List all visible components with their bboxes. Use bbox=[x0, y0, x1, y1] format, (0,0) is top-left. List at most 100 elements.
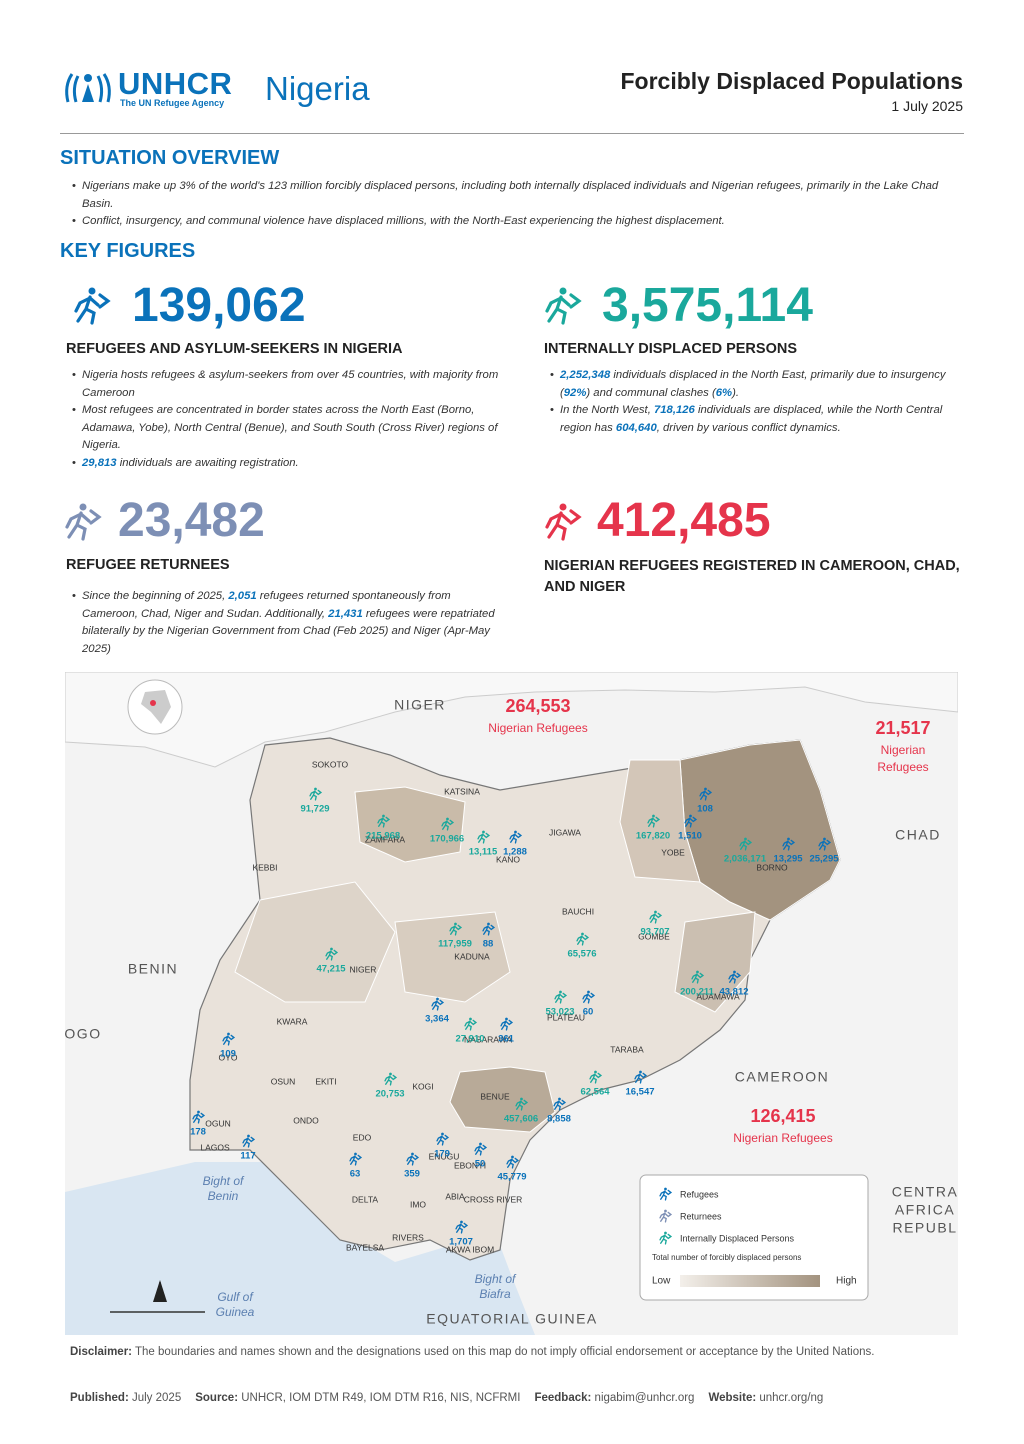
person-icon bbox=[782, 837, 796, 851]
icon-body bbox=[431, 999, 445, 1011]
country-label: CAMEROON bbox=[735, 1069, 829, 1085]
callout-caption: Nigerian Refugees bbox=[488, 721, 587, 735]
icon-body bbox=[728, 972, 742, 984]
state-figure: 13,295 bbox=[773, 854, 803, 865]
figure-icon bbox=[70, 285, 114, 330]
icon-head bbox=[514, 830, 517, 834]
bullet: Most refugees are concentrated in border… bbox=[72, 402, 502, 455]
person-icon bbox=[431, 997, 445, 1011]
country-label: REPUBL bbox=[892, 1220, 957, 1236]
icon-body bbox=[384, 1074, 398, 1086]
icon-head bbox=[354, 1152, 357, 1156]
icon-head bbox=[469, 1017, 472, 1021]
icon-body bbox=[464, 1019, 478, 1031]
icon-body bbox=[659, 1211, 673, 1223]
person-icon bbox=[325, 947, 339, 961]
person-icon bbox=[659, 1209, 673, 1223]
person-icon bbox=[500, 1017, 514, 1031]
icon-head bbox=[314, 787, 317, 791]
logo-icon bbox=[65, 73, 111, 103]
bullet: 2,252,348 individuals displaced in the N… bbox=[550, 367, 970, 402]
icon-body bbox=[739, 839, 753, 851]
person-icon bbox=[309, 787, 323, 801]
state-figure: 457,606 bbox=[504, 1114, 538, 1125]
bullet-text: In the North West, bbox=[560, 404, 654, 416]
person-icon bbox=[509, 830, 523, 844]
icon-body bbox=[377, 816, 391, 828]
icon-head bbox=[247, 1134, 250, 1138]
icon-body bbox=[325, 949, 339, 961]
person-icon bbox=[436, 1132, 450, 1146]
section-heading: SITUATION OVERVIEW bbox=[60, 147, 280, 169]
state-figure: 47,215 bbox=[316, 964, 346, 975]
state-figure: 3,364 bbox=[425, 1014, 449, 1025]
country-label: CENTRA bbox=[892, 1184, 958, 1200]
legend bbox=[639, 1174, 869, 1301]
highlight-number: 2,252,348 bbox=[560, 369, 611, 381]
section-heading: KEY FIGURES bbox=[60, 240, 196, 262]
icon-body bbox=[474, 1144, 488, 1156]
legend-title: Total number of forcibly displaced perso… bbox=[652, 1253, 801, 1262]
person-icon bbox=[506, 1155, 520, 1169]
icon-body bbox=[553, 1099, 567, 1111]
bullet-text: individuals are awaiting registration. bbox=[116, 456, 299, 469]
icon-head bbox=[581, 932, 584, 936]
state-figure: 179 bbox=[434, 1149, 450, 1160]
icon-head bbox=[197, 1110, 200, 1114]
person-icon bbox=[441, 817, 455, 831]
bullet-text: individuals are displaced, while the Nor… bbox=[560, 404, 943, 434]
state-label: KATSINA bbox=[444, 786, 480, 796]
icon-body bbox=[509, 832, 523, 844]
icon-head bbox=[594, 1070, 597, 1074]
icon-head bbox=[460, 1220, 463, 1224]
icon-head bbox=[587, 990, 590, 994]
key-figure-value: 139,062 bbox=[132, 279, 306, 332]
title: Forcibly Displaced Populations bbox=[620, 68, 963, 94]
state-figure: 170,966 bbox=[430, 834, 464, 845]
person-icon bbox=[455, 1220, 469, 1234]
state-figure: 8,858 bbox=[547, 1114, 571, 1125]
country-label: CHAD bbox=[895, 827, 941, 843]
person-icon bbox=[576, 932, 590, 946]
person-icon bbox=[691, 970, 705, 984]
icon-head bbox=[654, 910, 657, 914]
callout-value: 126,415 bbox=[750, 1106, 815, 1126]
state-label: NIGER bbox=[350, 964, 377, 974]
icon-body bbox=[406, 1154, 420, 1166]
country-label: BENIN bbox=[128, 961, 178, 977]
person-icon bbox=[377, 814, 391, 828]
icon-body bbox=[576, 934, 590, 946]
icon-body bbox=[659, 1233, 673, 1245]
state-figure: 13,115 bbox=[469, 847, 498, 858]
callout-caption: Nigerian bbox=[881, 743, 926, 757]
water-label: Guinea bbox=[216, 1305, 255, 1319]
logo: UNHCR bbox=[118, 66, 233, 101]
state-label: OYO bbox=[219, 1052, 238, 1062]
callout-caption: Refugees bbox=[877, 760, 928, 774]
state-label: EKITI bbox=[315, 1076, 336, 1086]
water-label: Bight of bbox=[475, 1272, 517, 1286]
person-icon bbox=[647, 814, 661, 828]
state-figure: 108 bbox=[697, 804, 713, 815]
logo-tagline: The UN Refugee Agency bbox=[120, 98, 225, 108]
person-icon bbox=[482, 922, 496, 936]
country-label: OGO bbox=[65, 1026, 102, 1042]
key-figure-label: NIGERIAN REFUGEES REGISTERED IN CAMEROON… bbox=[544, 558, 960, 595]
icon-head bbox=[227, 1032, 230, 1036]
divider bbox=[60, 133, 964, 134]
key-figure-bullets: 2,252,348 individuals displaced in the N… bbox=[550, 367, 970, 437]
key-figure-value: 412,485 bbox=[597, 494, 771, 547]
state-figure: 361 bbox=[498, 1034, 515, 1045]
disclaimer-label: Disclaimer: bbox=[70, 1346, 133, 1358]
person-icon bbox=[553, 1097, 567, 1111]
meta-text: nigabim@unhcr.org bbox=[594, 1392, 695, 1404]
person-icon bbox=[659, 1231, 673, 1245]
key-figure-bullets: Nigeria hosts refugees & asylum-seekers … bbox=[72, 367, 502, 472]
icon-head bbox=[664, 1187, 667, 1191]
legend-label: Refugees bbox=[680, 1189, 719, 1199]
person-icon bbox=[728, 970, 742, 984]
state-label: SOKOTO bbox=[312, 759, 349, 769]
icon-head bbox=[382, 814, 385, 818]
icon-body bbox=[477, 832, 491, 844]
state-label: BAYELSA bbox=[346, 1242, 384, 1252]
